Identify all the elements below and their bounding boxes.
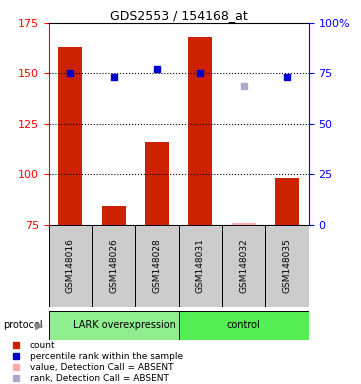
Bar bbox=[145, 142, 169, 225]
Bar bbox=[179, 311, 309, 340]
Bar bbox=[188, 37, 212, 225]
Bar bbox=[275, 178, 299, 225]
Text: value, Detection Call = ABSENT: value, Detection Call = ABSENT bbox=[30, 363, 173, 372]
Bar bbox=[232, 223, 256, 225]
Text: GSM148028: GSM148028 bbox=[153, 238, 161, 293]
Bar bbox=[265, 225, 309, 307]
Text: GSM148032: GSM148032 bbox=[239, 238, 248, 293]
Text: percentile rank within the sample: percentile rank within the sample bbox=[30, 352, 183, 361]
Bar bbox=[49, 225, 92, 307]
Bar bbox=[222, 225, 265, 307]
Text: GSM148026: GSM148026 bbox=[109, 238, 118, 293]
Text: GSM148031: GSM148031 bbox=[196, 238, 205, 293]
Text: ▶: ▶ bbox=[35, 320, 43, 331]
Text: control: control bbox=[227, 320, 261, 331]
Title: GDS2553 / 154168_at: GDS2553 / 154168_at bbox=[110, 9, 248, 22]
Bar bbox=[135, 225, 179, 307]
Text: GSM148016: GSM148016 bbox=[66, 238, 75, 293]
Text: protocol: protocol bbox=[4, 320, 43, 331]
Bar bbox=[92, 225, 135, 307]
Bar bbox=[49, 311, 179, 340]
Text: rank, Detection Call = ABSENT: rank, Detection Call = ABSENT bbox=[30, 374, 169, 383]
Text: count: count bbox=[30, 341, 55, 350]
Text: LARK overexpression: LARK overexpression bbox=[73, 320, 176, 331]
Bar bbox=[102, 207, 126, 225]
Bar bbox=[58, 47, 82, 225]
Text: GSM148035: GSM148035 bbox=[283, 238, 291, 293]
Bar bbox=[179, 225, 222, 307]
